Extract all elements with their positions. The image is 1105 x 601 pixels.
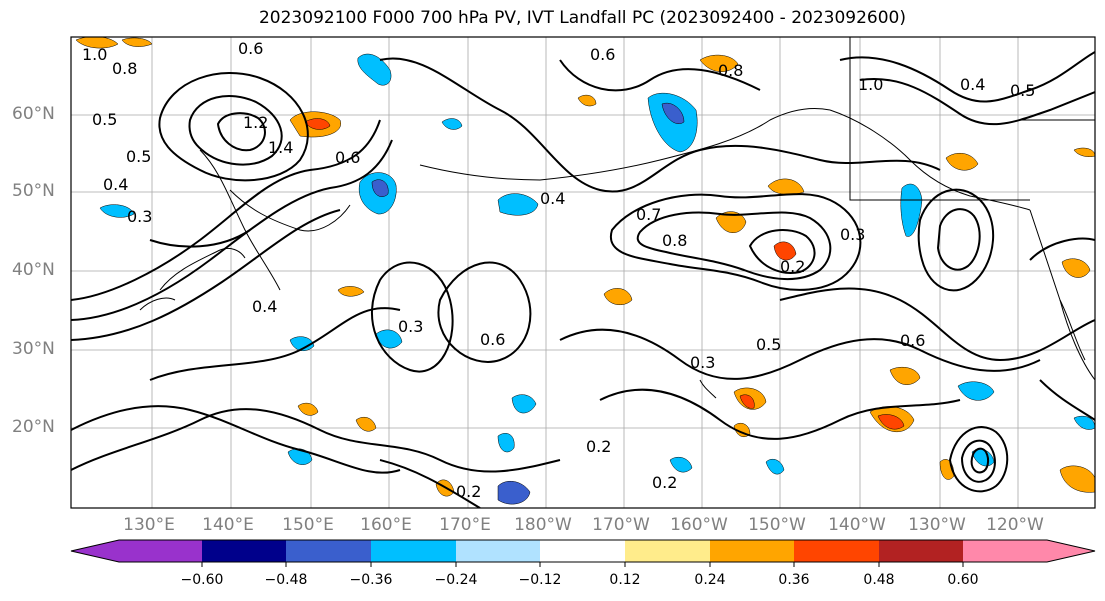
colorbar-swatch (456, 540, 540, 562)
colorbar-swatch (710, 540, 794, 562)
contour-label: 0.3 (840, 225, 865, 244)
colorbar-swatch (71, 540, 202, 562)
contour-label: 0.8 (662, 231, 687, 250)
contour-label: 0.2 (456, 482, 481, 501)
colorbar-tick-label: 0.12 (609, 572, 641, 588)
longitude-label: 150°W (748, 515, 806, 535)
contour-label: 0.5 (1010, 81, 1035, 100)
colorbar-tick-label: −0.12 (518, 572, 562, 588)
colorbar-swatch (202, 540, 286, 562)
pv-contours (71, 51, 1095, 508)
contour-label: 0.8 (718, 61, 743, 80)
contour-label: 0.2 (780, 257, 805, 276)
contour-label: 0.3 (127, 207, 152, 226)
map-title: 2023092100 F000 700 hPa PV, IVT Landfall… (258, 8, 906, 28)
latitude-label: 60°N (12, 104, 55, 124)
colorbar-swatch (286, 540, 371, 562)
longitude-label: 140°W (828, 515, 886, 535)
colorbar-swatch (540, 540, 625, 562)
contour-label: 1.0 (82, 45, 107, 64)
contour-label: 0.6 (900, 331, 925, 350)
contour-label: 0.3 (398, 317, 423, 336)
colorbar-outline (70, 539, 1096, 563)
contour-label: 1.2 (243, 113, 268, 132)
colorbar (70, 539, 1096, 567)
map-frame (70, 36, 1096, 509)
longitude-label: 160°W (670, 515, 728, 535)
colorbar-swatch (794, 540, 879, 562)
latitude-label: 30°N (12, 339, 55, 359)
contour-label: 0.5 (92, 110, 117, 129)
contour-label: 0.6 (238, 39, 263, 58)
contour-label: 0.6 (480, 330, 505, 349)
contour-label: 0.4 (540, 189, 565, 208)
longitude-label: 130°W (908, 515, 966, 535)
longitude-label: 170°E (439, 515, 491, 535)
contour-label: 1.4 (268, 138, 293, 157)
contour-label: 1.0 (858, 75, 883, 94)
contour-label: 0.5 (126, 147, 151, 166)
graticule (71, 37, 1095, 508)
colorbar-swatch (371, 540, 456, 562)
colorbar-swatch (963, 540, 1095, 562)
latitude-label: 20°N (12, 417, 55, 437)
contour-label: 0.5 (756, 335, 781, 354)
contour-label: 0.2 (586, 437, 611, 456)
longitude-label: 120°W (986, 515, 1044, 535)
contour-label: 0.2 (652, 473, 677, 492)
colorbar-tick-label: 0.48 (863, 572, 895, 588)
contour-label: 0.4 (103, 175, 128, 194)
contour-label: 0.4 (252, 297, 277, 316)
map-background (71, 37, 1095, 508)
latitude-label: 40°N (12, 260, 55, 280)
colorbar-tick-label: −0.24 (434, 572, 478, 588)
longitude-label: 140°E (202, 515, 254, 535)
longitude-label: 180°W (514, 515, 572, 535)
colorbar-tick-label: 0.24 (694, 572, 726, 588)
colorbar-tick-label: −0.48 (264, 572, 308, 588)
colorbar-swatch (879, 540, 963, 562)
coastlines (139, 37, 1095, 399)
longitude-label: 170°W (592, 515, 650, 535)
contour-label: 0.6 (590, 45, 615, 64)
longitude-label: 130°E (123, 515, 175, 535)
contour-label: 0.4 (960, 75, 985, 94)
contour-label: 0.3 (690, 353, 715, 372)
longitude-label: 160°E (360, 515, 412, 535)
contour-label: 0.7 (636, 205, 661, 224)
latitude-label: 50°N (12, 181, 55, 201)
contour-labels: 0.8 0.6 1.0 0.5 1.2 1.4 0.4 0.3 0.6 0.5 … (82, 39, 1035, 501)
colorbar-swatch (625, 540, 710, 562)
longitude-label: 150°E (282, 515, 334, 535)
contour-label: 0.6 (335, 148, 360, 167)
colorbar-tick-label: 0.36 (778, 572, 810, 588)
contour-label: 0.8 (112, 59, 137, 78)
colorbar-tick-label: −0.36 (349, 572, 393, 588)
shaded-anomalies (75, 37, 1095, 505)
colorbar-tick-label: 0.60 (947, 572, 979, 588)
colorbar-tick-label: −0.60 (180, 572, 224, 588)
